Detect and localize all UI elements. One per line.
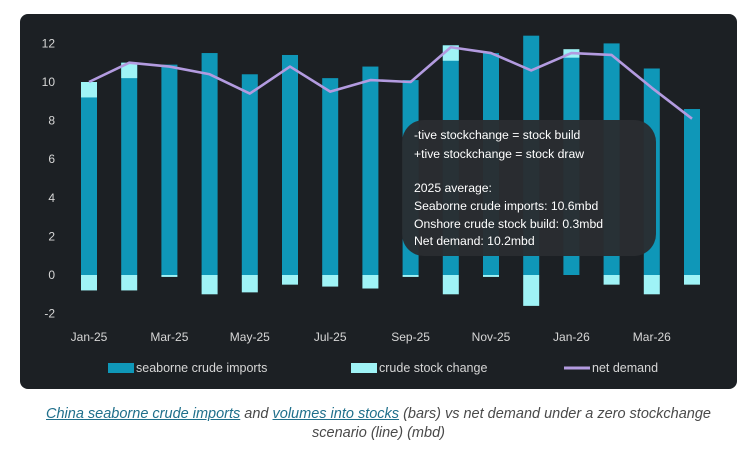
chart-caption: China seaborne crude imports and volumes… xyxy=(20,405,737,443)
y-tick-label: 0 xyxy=(48,268,55,282)
bar-seaborne-imports xyxy=(81,82,97,275)
x-tick-label: Nov-25 xyxy=(472,330,511,344)
bar-seaborne-imports xyxy=(362,66,379,275)
bar-crude-stock-change-cap xyxy=(563,53,580,58)
bar-seaborne-imports xyxy=(241,74,258,275)
bar-seaborne-imports xyxy=(161,64,178,275)
bar-crude-stock-change xyxy=(483,275,499,277)
y-tick-label: 12 xyxy=(42,36,56,50)
y-tick-label: -2 xyxy=(44,307,55,321)
bar-crude-stock-change xyxy=(442,275,459,295)
net-demand-line xyxy=(88,45,693,120)
bar-crude-stock-change xyxy=(201,275,218,295)
legend: seaborne crude imports crude stock change… xyxy=(108,361,658,375)
bar-crude-stock-change xyxy=(684,275,700,285)
x-tick-label: Mar-25 xyxy=(150,330,188,344)
bar-crude-stock-change xyxy=(603,275,620,285)
caption-link-seaborne-imports[interactable]: China seaborne crude imports xyxy=(46,406,241,422)
y-tick-label: 10 xyxy=(42,75,56,89)
annotation-line: 2025 average: xyxy=(414,181,492,195)
legend-swatch xyxy=(108,363,134,373)
x-tick-label: Jan-25 xyxy=(71,330,108,344)
bar-crude-stock-change xyxy=(362,275,379,289)
annotation-box: -tive stockchange = stock build +tive sto… xyxy=(402,120,656,256)
x-axis: Jan-25 Mar-25 May-25 Jul-25 Sep-25 Nov-25 Jan-… xyxy=(71,330,671,344)
bar-seaborne-imports xyxy=(201,53,218,275)
x-tick-label: May-25 xyxy=(230,330,270,344)
y-tick-label: 6 xyxy=(48,152,55,166)
caption-text-1: and xyxy=(240,406,273,422)
bar-crude-stock-change xyxy=(282,275,298,285)
y-tick-label: 4 xyxy=(48,191,55,205)
annotation-line: Seaborne crude imports: 10.6mbd xyxy=(414,199,598,213)
annotation-line: Onshore crude stock build: 0.3mbd xyxy=(414,217,603,231)
bar-crude-stock-change xyxy=(322,275,339,287)
caption-text-2: (bars) vs net demand under a zero stockc… xyxy=(312,406,711,441)
bar-crude-stock-change xyxy=(241,275,258,293)
bar-crude-stock-change xyxy=(643,275,660,295)
annotation-line: Net demand: 10.2mbd xyxy=(414,234,535,248)
bar-seaborne-imports xyxy=(121,62,138,276)
legend-swatch xyxy=(351,363,377,373)
bar-crude-stock-change-cap xyxy=(81,82,97,98)
bar-crude-stock-change xyxy=(402,275,419,277)
y-axis: -2 0 2 4 6 8 10 12 xyxy=(42,36,56,320)
bar-crude-stock-change-cap xyxy=(121,62,138,79)
bar-crude-stock-change xyxy=(523,275,540,306)
bar-crude-stock-change xyxy=(121,275,138,291)
bar-crude-stock-change xyxy=(563,49,580,54)
bar-seaborne-imports xyxy=(322,78,339,275)
bar-crude-stock-change xyxy=(81,275,97,291)
bars-crude-stock-change xyxy=(81,45,700,306)
caption-link-volumes-into-stocks[interactable]: volumes into stocks xyxy=(272,406,400,422)
annotation-line: -tive stockchange = stock build xyxy=(414,128,580,142)
bar-crude-stock-change xyxy=(161,275,178,277)
x-tick-label: Sep-25 xyxy=(391,330,430,344)
chart-svg: -2 0 2 4 6 8 10 12 Jan-25 Mar-25 May-25 Jul-25 Sep-… xyxy=(42,35,700,375)
legend-label: seaborne crude imports xyxy=(136,361,267,375)
x-tick-label: Jan-26 xyxy=(553,330,590,344)
bar-seaborne-imports xyxy=(282,54,298,276)
legend-label: crude stock change xyxy=(379,361,487,375)
net-demand-line-group xyxy=(88,45,693,120)
legend-label: net demand xyxy=(592,361,658,375)
annotation-line: +tive stockchange = stock draw xyxy=(414,147,584,161)
x-tick-label: Mar-26 xyxy=(633,330,671,344)
annotation-background xyxy=(402,120,656,256)
bar-seaborne-imports xyxy=(684,109,700,276)
y-tick-label: 2 xyxy=(48,229,55,243)
y-tick-label: 8 xyxy=(48,114,55,128)
chart-panel: -2 0 2 4 6 8 10 12 Jan-25 Mar-25 May-25 Jul-25 Sep-… xyxy=(20,14,737,389)
x-tick-label: Jul-25 xyxy=(314,330,347,344)
